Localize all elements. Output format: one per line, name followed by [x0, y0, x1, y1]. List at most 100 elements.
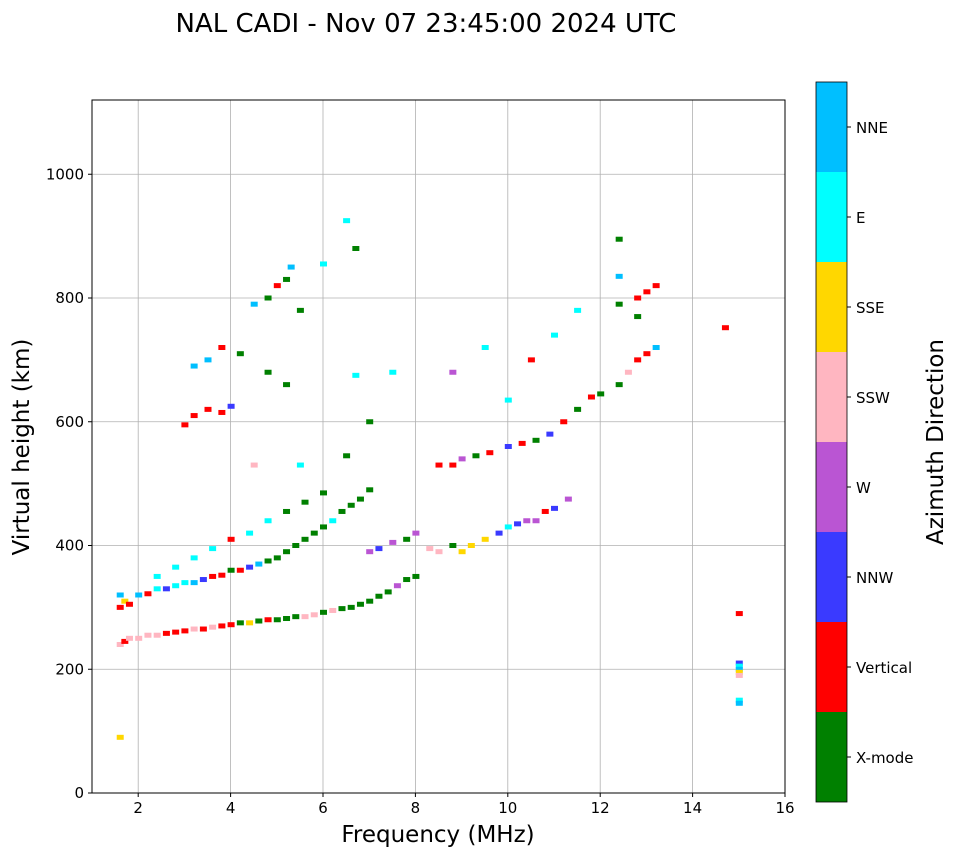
data-point	[227, 622, 235, 628]
colorbar-segment	[816, 82, 847, 172]
data-point	[338, 508, 346, 514]
chart-title: NAL CADI - Nov 07 23:45:00 2024 UTC	[176, 9, 677, 39]
data-point	[264, 617, 272, 623]
data-point	[250, 301, 258, 307]
y-axis: 0 200 400 600 800 1000	[46, 165, 92, 802]
data-point	[504, 524, 512, 530]
data-point	[329, 518, 337, 524]
data-point	[504, 444, 512, 449]
data-point	[190, 580, 198, 586]
data-point	[338, 606, 346, 612]
data-point	[366, 487, 374, 493]
data-point	[347, 502, 355, 508]
data-point	[204, 357, 212, 363]
data-point	[320, 261, 327, 267]
data-point	[343, 218, 351, 224]
data-point	[495, 530, 503, 536]
data-point	[181, 628, 189, 634]
data-point	[283, 616, 291, 622]
data-point	[347, 604, 355, 610]
data-point	[250, 462, 258, 468]
data-point	[449, 543, 457, 548]
data-point	[209, 573, 217, 579]
y-tick-label: 800	[55, 289, 84, 307]
data-point	[116, 604, 124, 610]
data-point	[292, 614, 300, 620]
data-point	[384, 589, 392, 595]
data-point	[597, 391, 605, 397]
data-point	[574, 406, 582, 412]
data-point	[615, 273, 623, 279]
colorbar-segment	[816, 622, 847, 712]
data-point	[172, 564, 180, 570]
data-point	[435, 549, 443, 555]
data-point	[320, 609, 327, 615]
data-point	[135, 592, 143, 598]
y-tick-label: 200	[55, 660, 84, 678]
data-point	[301, 614, 309, 620]
data-point	[481, 345, 489, 350]
data-point	[218, 345, 226, 350]
data-point	[393, 583, 401, 589]
x-tick-label: 16	[775, 799, 794, 817]
data-point	[458, 549, 466, 555]
data-point	[116, 592, 124, 598]
data-point	[486, 450, 494, 456]
data-point	[458, 456, 466, 462]
data-point	[246, 620, 254, 626]
data-point	[352, 246, 360, 251]
data-point	[236, 351, 244, 357]
data-point	[292, 543, 300, 548]
data-point	[523, 518, 531, 524]
data-point	[116, 642, 124, 647]
data-point	[532, 518, 540, 524]
data-points	[116, 218, 743, 740]
data-point	[467, 543, 475, 548]
colorbar-tick-label: E	[856, 209, 865, 227]
x-tick-label: 4	[226, 799, 236, 817]
data-point	[564, 496, 572, 502]
data-point	[634, 314, 642, 320]
data-point	[320, 490, 327, 496]
colorbar-label: Azimuth Direction	[923, 339, 949, 545]
data-point	[514, 521, 522, 527]
data-point	[296, 307, 304, 313]
data-point	[190, 555, 198, 561]
data-point	[389, 539, 397, 545]
data-point	[320, 524, 327, 530]
y-tick-label: 0	[74, 784, 84, 802]
data-point	[264, 295, 272, 301]
data-point	[735, 611, 743, 617]
data-point	[310, 530, 318, 536]
data-point	[366, 598, 374, 604]
colorbar: X-mode Vertical NNW W SSW SSE E NNE	[815, 81, 913, 803]
data-point	[301, 536, 309, 542]
data-point	[366, 549, 374, 555]
data-point	[144, 591, 152, 597]
data-point	[255, 618, 263, 624]
colorbar-tick-label: X-mode	[856, 749, 913, 767]
colorbar-tick-label: Vertical	[856, 659, 912, 677]
colorbar-tick-label: SSW	[856, 389, 890, 407]
data-point	[634, 357, 642, 363]
x-tick-label: 8	[411, 799, 421, 817]
data-point	[615, 301, 623, 307]
data-point	[125, 635, 133, 641]
data-point	[375, 546, 383, 552]
data-point	[449, 369, 457, 375]
colorbar-tick-label: W	[856, 479, 871, 497]
data-point	[190, 413, 198, 419]
data-point	[121, 598, 129, 604]
data-point	[273, 283, 281, 289]
data-point	[153, 632, 161, 638]
y-tick-label: 600	[55, 413, 84, 431]
data-point	[652, 283, 660, 289]
data-point	[283, 276, 291, 282]
data-point	[634, 295, 642, 301]
data-point	[227, 403, 235, 409]
data-point	[541, 508, 549, 514]
data-point	[389, 369, 397, 375]
y-axis-label: Virtual height (km)	[9, 339, 35, 556]
data-point	[218, 623, 226, 629]
data-point	[236, 620, 244, 626]
